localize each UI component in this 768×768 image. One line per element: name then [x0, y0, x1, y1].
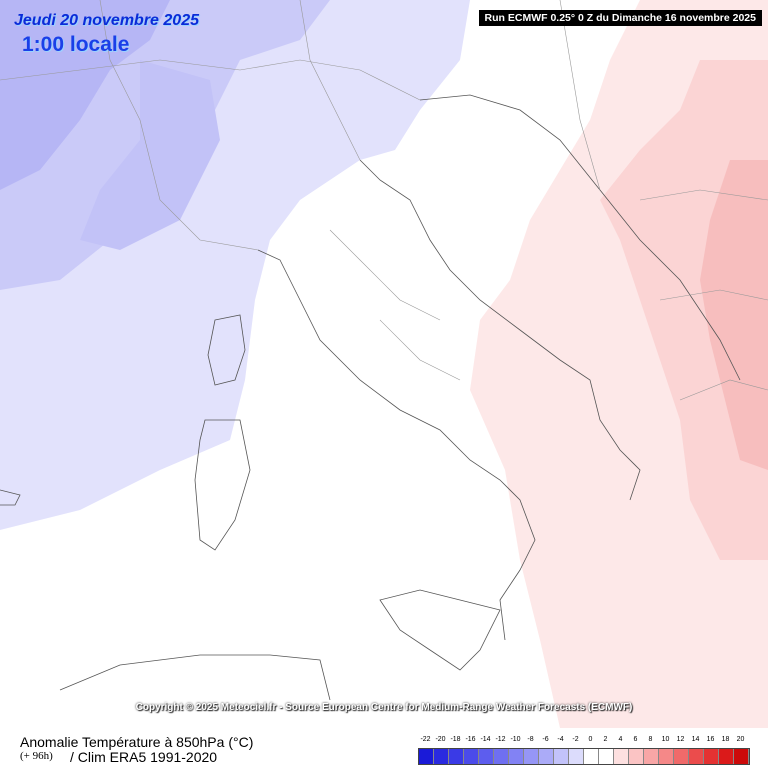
scale-label: -2 [572, 736, 579, 743]
scale-swatch [584, 749, 599, 764]
lead-time: (+ 96h) [20, 750, 53, 762]
scale-swatch [734, 749, 749, 764]
climatology-label: / Clim ERA5 1991-2020 [70, 749, 218, 765]
scale-swatch [509, 749, 524, 764]
scale-label: 4 [618, 736, 623, 743]
scale-swatch [479, 749, 494, 764]
scale-swatch [704, 749, 719, 764]
scale-label: -22 [420, 736, 431, 743]
scale-swatch [719, 749, 734, 764]
forecast-time: 1:00 locale [22, 33, 130, 56]
scale-label: 6 [633, 736, 638, 743]
scale-swatch [434, 749, 449, 764]
color-scale-bar [418, 748, 750, 765]
scale-label: 10 [661, 736, 670, 743]
scale-label: -20 [435, 736, 446, 743]
cold-anomaly-strong [0, 0, 170, 190]
scale-label: 0 [588, 736, 593, 743]
scale-swatch [464, 749, 479, 764]
forecast-date: Jeudi 20 novembre 2025 [14, 12, 199, 29]
scale-swatch [539, 749, 554, 764]
legend-footer: Anomalie Température à 850hPa (°C) (+ 96… [0, 728, 768, 768]
scale-swatch [494, 749, 509, 764]
scale-label: -4 [557, 736, 564, 743]
copyright-notice: Copyright © 2025 Meteociel.fr - Source E… [135, 702, 633, 713]
coastlines [0, 94, 741, 701]
scale-label: 2 [603, 736, 608, 743]
scale-label: 16 [706, 736, 715, 743]
scale-label: -16 [465, 736, 476, 743]
scale-swatch [569, 749, 584, 764]
scale-label: -6 [542, 736, 549, 743]
borders [0, 0, 768, 401]
scale-swatch [659, 749, 674, 764]
scale-label: 20 [736, 736, 745, 743]
scale-swatch [554, 749, 569, 764]
scale-swatch [629, 749, 644, 764]
scale-swatch [644, 749, 659, 764]
scale-swatch [674, 749, 689, 764]
scale-label: 12 [676, 736, 685, 743]
scale-label: -8 [527, 736, 534, 743]
scale-swatch [524, 749, 539, 764]
scale-label: 18 [721, 736, 730, 743]
scale-swatch [419, 749, 434, 764]
cold-anomaly-patch [80, 60, 220, 250]
variable-title: Anomalie Température à 850hPa (°C) [20, 734, 254, 750]
color-scale-labels: -22 -20 -18 -16 -14 -12 -10 -8 -6 -4 -2 0 2 4 6 8 10 12 14… [414, 736, 754, 746]
scale-swatch [689, 749, 704, 764]
scale-label: -10 [510, 736, 521, 743]
scale-label: -18 [450, 736, 461, 743]
scale-swatch [599, 749, 614, 764]
scale-label: 8 [648, 736, 653, 743]
warm-anomaly-strong [700, 160, 768, 470]
scale-label: -14 [480, 736, 491, 743]
scale-label: 14 [691, 736, 700, 743]
anomaly-map [0, 0, 768, 728]
scale-swatch [449, 749, 464, 764]
run-info-badge: Run ECMWF 0.25° 0 Z du Dimanche 16 novem… [478, 10, 762, 26]
scale-label: -12 [495, 736, 506, 743]
scale-swatch [614, 749, 629, 764]
